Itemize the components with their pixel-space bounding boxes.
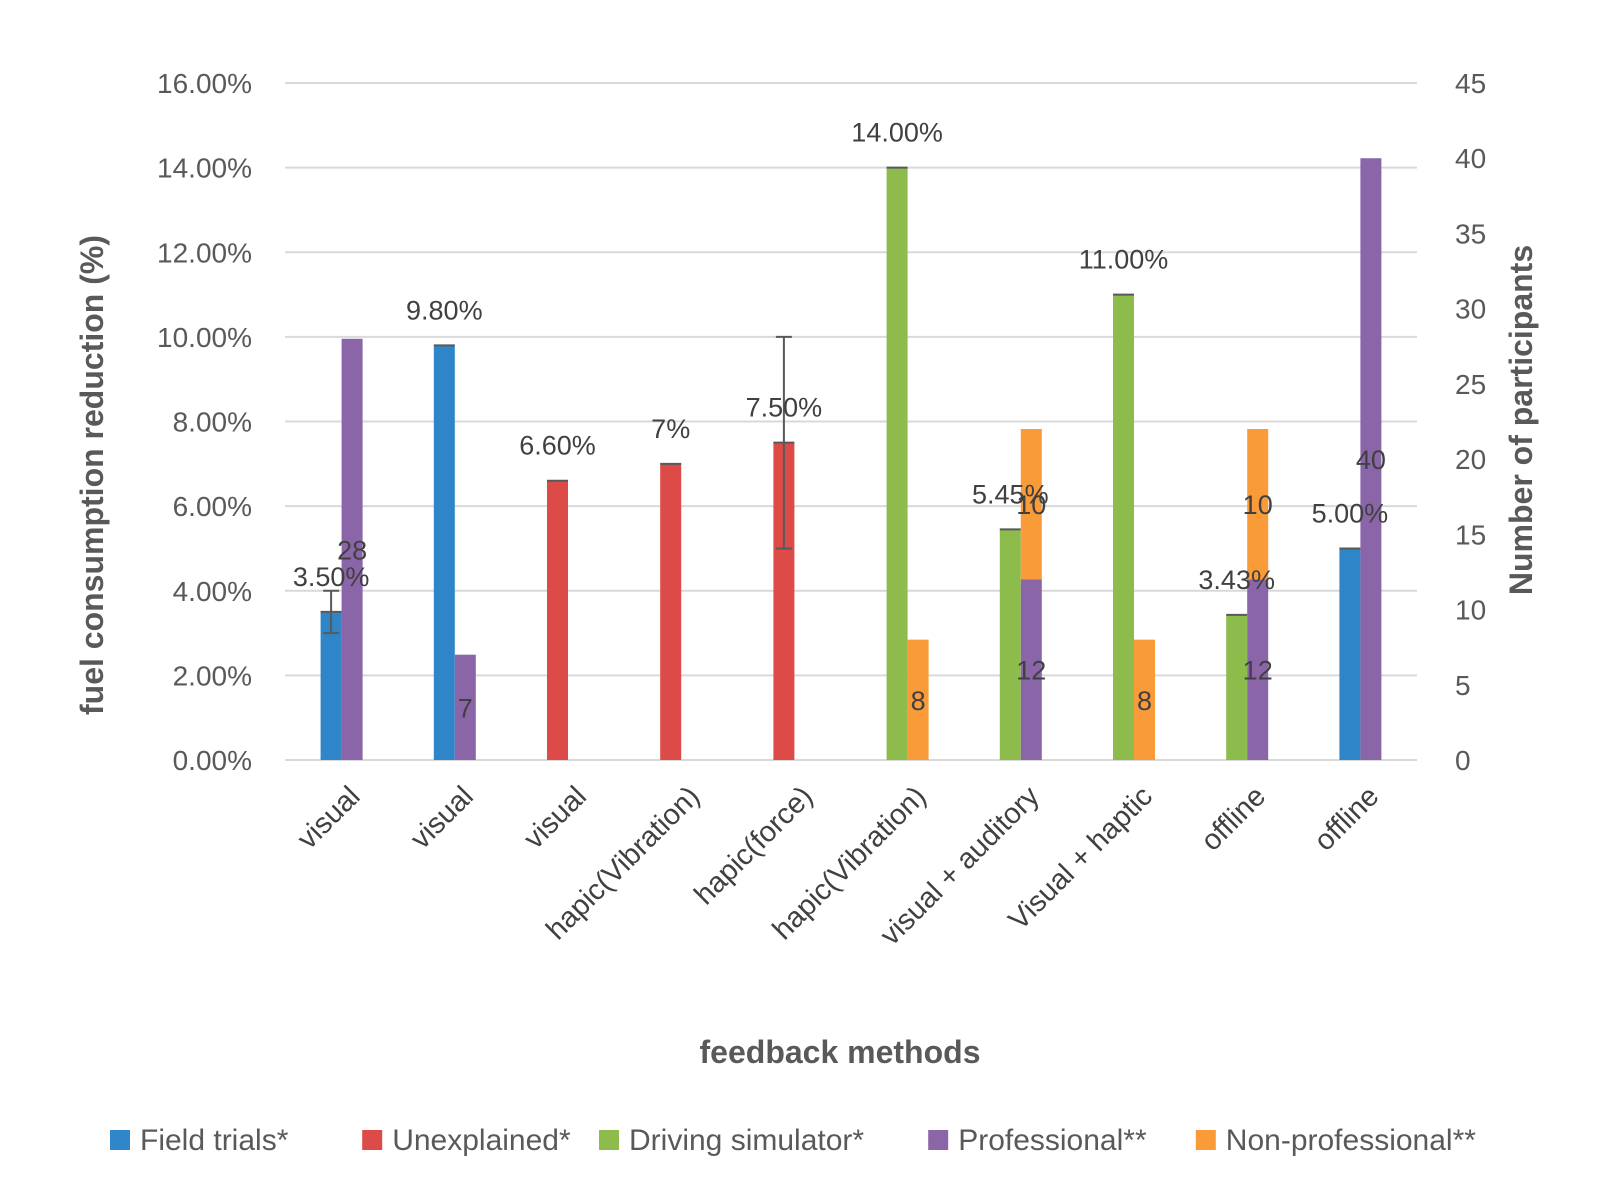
- participant-bar: [454, 654, 476, 760]
- left-tick-label: 12.00%: [157, 237, 252, 268]
- participant-bar: [1020, 579, 1042, 760]
- study-value-label: 3.50%: [293, 562, 370, 592]
- study-value-label: 11.00%: [1079, 245, 1169, 275]
- study-value-label: 14.00%: [851, 118, 943, 148]
- study-value-label: 6.60%: [519, 431, 596, 461]
- study-bar: [1113, 294, 1134, 760]
- study-bar: [886, 167, 908, 760]
- left-y-axis-title: fuel consumption reduction (%): [74, 235, 110, 715]
- study-bar: [773, 442, 795, 760]
- study-bar: [1339, 548, 1361, 760]
- study-bar: [547, 480, 568, 760]
- legend-swatch: [1195, 1130, 1216, 1150]
- right-tick-label: 25: [1455, 369, 1486, 400]
- participant-bar: [341, 338, 363, 760]
- category-label: visual: [518, 780, 593, 855]
- study-value-label: 7%: [651, 414, 690, 444]
- study-bar: [999, 529, 1021, 760]
- bars: [320, 158, 1382, 760]
- participant-bar: [1247, 429, 1269, 580]
- participant-bar: [1134, 639, 1155, 760]
- participant-bar: [1247, 579, 1269, 760]
- legend-label: Unexplained*: [392, 1124, 571, 1157]
- left-tick-label: 16.00%: [157, 68, 252, 99]
- legend-swatch: [599, 1130, 619, 1150]
- left-tick-label: 2.00%: [173, 660, 252, 691]
- right-tick-label: 10: [1455, 595, 1486, 626]
- right-tick-label: 40: [1455, 143, 1486, 174]
- participant-bar: [1360, 158, 1382, 760]
- x-axis-title: feedback methods: [700, 1034, 981, 1070]
- study-bar: [320, 611, 342, 760]
- category-label: visual: [405, 780, 480, 855]
- participant-count-label: 12: [1016, 656, 1046, 686]
- left-tick-label: 6.00%: [173, 491, 252, 522]
- study-value-label: 3.43%: [1198, 565, 1275, 595]
- legend-swatch: [362, 1130, 383, 1150]
- left-tick-label: 14.00%: [157, 153, 252, 184]
- study-bar: [660, 463, 682, 760]
- right-tick-label: 5: [1455, 670, 1471, 701]
- right-tick-label: 20: [1455, 444, 1486, 475]
- left-y-axis-ticks: 0.00% 2.00% 4.00% 6.00% 8.00% 10.00% 12.00% 14.…: [157, 68, 252, 776]
- participant-count-label: 7: [458, 693, 473, 723]
- participant-count-label: 10: [1016, 490, 1046, 520]
- legend-label: Driving simulator*: [629, 1124, 864, 1157]
- x-axis-category-labels: visual visual visualhapic(Vibration)hapic(…: [291, 780, 1385, 952]
- participant-count-label: 12: [1243, 656, 1273, 686]
- study-value-label: 9.80%: [406, 295, 483, 325]
- participant-count-label: 8: [1137, 686, 1152, 716]
- legend-swatch: [928, 1130, 949, 1150]
- legend-swatch: [110, 1130, 130, 1150]
- right-tick-label: 45: [1455, 68, 1486, 99]
- right-tick-label: 15: [1455, 519, 1486, 550]
- right-y-axis-title: Number of participants: [1503, 245, 1539, 595]
- study-bar: [1226, 614, 1248, 760]
- study-bar: [433, 345, 455, 760]
- data-labels: 3.50% 9.80% 6.60% 7% 7.50% 14.00% 5.45% 11.00% 3…: [293, 118, 1388, 724]
- study-value-label: 5.45%: [972, 479, 1049, 509]
- participant-bar: [907, 639, 929, 760]
- right-tick-label: 0: [1455, 745, 1471, 776]
- participant-count-label: 40: [1356, 445, 1386, 475]
- study-value-label: 7.50%: [746, 393, 823, 423]
- legend-label: Non-professional**: [1226, 1124, 1476, 1157]
- right-y-axis-ticks: 0 5 10 15 20 25 30 35 40 45: [1455, 68, 1486, 776]
- category-label: offline: [1195, 780, 1272, 857]
- right-tick-label: 35: [1455, 218, 1486, 249]
- category-label: visual: [291, 780, 366, 855]
- legend-label: Field trials*: [140, 1124, 289, 1157]
- participant-count-label: 28: [337, 535, 367, 565]
- left-tick-label: 10.00%: [157, 322, 252, 353]
- participant-count-label: 10: [1243, 490, 1273, 520]
- right-tick-label: 30: [1455, 294, 1486, 325]
- left-tick-label: 8.00%: [173, 407, 252, 438]
- participant-count-label: 8: [911, 686, 926, 716]
- category-label: offline: [1308, 780, 1385, 857]
- left-tick-label: 4.00%: [173, 576, 252, 607]
- left-tick-label: 0.00%: [173, 745, 252, 776]
- legend: Field trials* Unexplained* Driving simulat…: [110, 1124, 1476, 1157]
- study-value-label: 5.00%: [1312, 498, 1389, 528]
- participant-bar: [1020, 429, 1042, 580]
- legend-label: Professional**: [958, 1124, 1147, 1157]
